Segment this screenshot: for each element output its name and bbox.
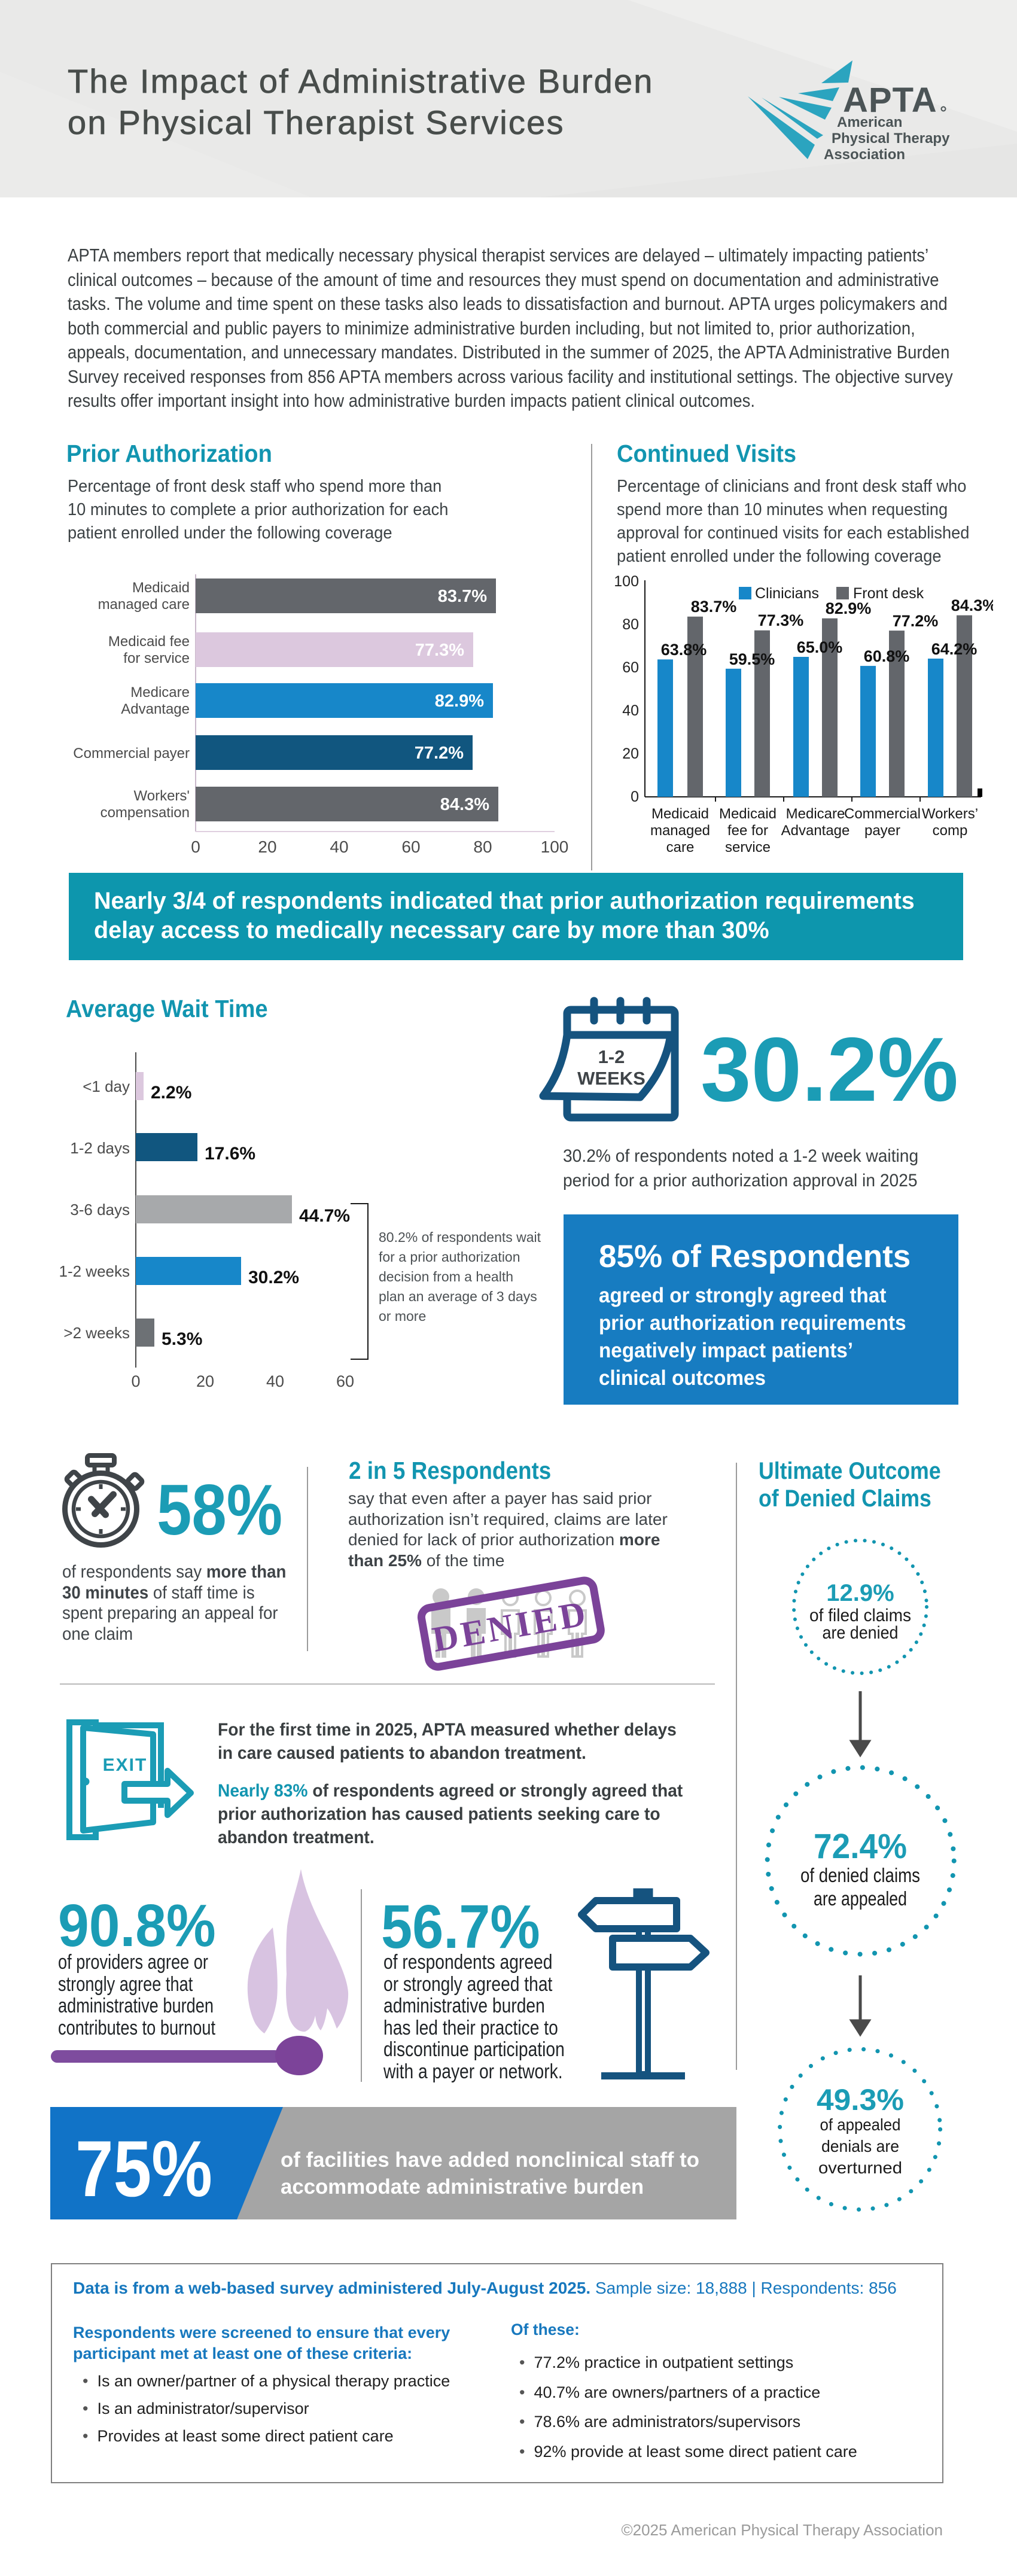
svg-text:40: 40 [266,1372,284,1390]
svg-text:83.7%: 83.7% [691,598,737,616]
svg-text:100: 100 [614,574,639,590]
svg-text:EXIT: EXIT [103,1755,148,1775]
svg-text:60: 60 [336,1372,354,1390]
svg-text:Medicare: Medicare [786,806,845,822]
svg-text:20: 20 [258,838,276,855]
svg-text:0: 0 [631,788,639,805]
svg-text:<1 day: <1 day [83,1077,130,1095]
svg-text:17.6%: 17.6% [205,1144,255,1164]
svg-text:3-6 days: 3-6 days [70,1201,130,1219]
svg-text:77.2%: 77.2% [415,744,464,763]
svg-text:80.2% of respondents wait: 80.2% of respondents wait for a prior au… [379,1229,544,1324]
svg-text:80: 80 [473,838,492,855]
svg-text:of filed claims: of filed claims [809,1606,911,1625]
svg-text:60.8%: 60.8% [864,647,910,665]
svg-text:for service: for service [123,650,190,666]
svg-text:overturned: overturned [818,2158,902,2177]
svg-text:1-2 weeks: 1-2 weeks [59,1262,130,1280]
svg-text:Association: Association [824,147,905,163]
svg-text:1-2 days: 1-2 days [70,1139,130,1157]
svg-text:compensation: compensation [101,805,190,821]
svg-text:WEEKS: WEEKS [577,1068,645,1089]
svg-text:Medicaid fee: Medicaid fee [108,634,190,650]
svg-text:20: 20 [622,745,639,762]
svg-text:Medicaid: Medicaid [719,806,777,822]
svg-text:Advantage: Advantage [781,823,850,839]
svg-text:2.2%: 2.2% [151,1083,191,1103]
svg-text:64.2%: 64.2% [931,640,978,658]
svg-text:Commercial payer: Commercial payer [73,745,190,762]
svg-text:comp: comp [933,823,968,839]
svg-text:Clinicians: Clinicians [755,585,819,602]
svg-text:Medicaid: Medicaid [651,806,709,822]
svg-text:American: American [837,114,902,130]
svg-text:60: 60 [622,659,639,676]
svg-text:Physical Therapy: Physical Therapy [832,130,950,147]
svg-text:of denied claims: of denied claims [800,1864,920,1886]
svg-text:59.5%: 59.5% [729,650,775,668]
svg-text:Commercial: Commercial [844,806,921,822]
svg-text:managed: managed [650,823,710,839]
svg-text:40: 40 [622,702,639,719]
svg-text:0: 0 [131,1372,140,1390]
svg-text:APTA: APTA [843,81,937,120]
svg-text:12.9%: 12.9% [826,1580,894,1606]
svg-text:>2 weeks: >2 weeks [63,1324,130,1342]
svg-text:77.3%: 77.3% [758,611,804,629]
svg-text:82.9%: 82.9% [435,692,484,711]
svg-text:44.7%: 44.7% [299,1206,350,1226]
svg-text:Medicare: Medicare [130,684,190,701]
svg-text:84.3%: 84.3% [951,596,993,614]
svg-text:5.3%: 5.3% [162,1329,202,1349]
svg-text:Workers’: Workers’ [922,806,978,822]
svg-text:of appealed: of appealed [820,2115,901,2134]
svg-text:service: service [725,839,771,855]
svg-text:65.0%: 65.0% [797,638,843,656]
svg-text:49.3%: 49.3% [817,2083,904,2117]
svg-text:82.9%: 82.9% [826,599,872,617]
svg-text:60: 60 [401,838,420,855]
svg-text:1-2: 1-2 [598,1046,625,1067]
svg-text:denials are: denials are [821,2137,899,2155]
svg-text:Workers': Workers' [134,788,190,804]
svg-text:20: 20 [196,1372,214,1390]
svg-text:40: 40 [330,838,348,855]
svg-text:Advantage: Advantage [121,701,190,717]
svg-text:84.3%: 84.3% [440,795,489,814]
svg-text:72.4%: 72.4% [814,1827,907,1866]
svg-text:77.2%: 77.2% [893,612,939,630]
svg-text:are denied: are denied [823,1623,899,1643]
svg-text:0: 0 [191,838,200,855]
svg-text:managed care: managed care [98,596,190,613]
svg-text:80: 80 [622,616,639,633]
svg-text:payer: payer [864,823,900,839]
svg-text:83.7%: 83.7% [438,587,487,606]
svg-text:63.8%: 63.8% [661,641,707,659]
svg-text:77.3%: 77.3% [415,641,464,660]
svg-text:100: 100 [541,838,569,855]
svg-text:Medicaid: Medicaid [132,580,190,596]
svg-text:30.2%: 30.2% [248,1268,299,1287]
svg-text:care: care [666,839,695,855]
svg-text:Front desk: Front desk [853,585,924,602]
svg-text:are appealed: are appealed [814,1887,907,1910]
svg-text:fee for: fee for [727,823,768,839]
